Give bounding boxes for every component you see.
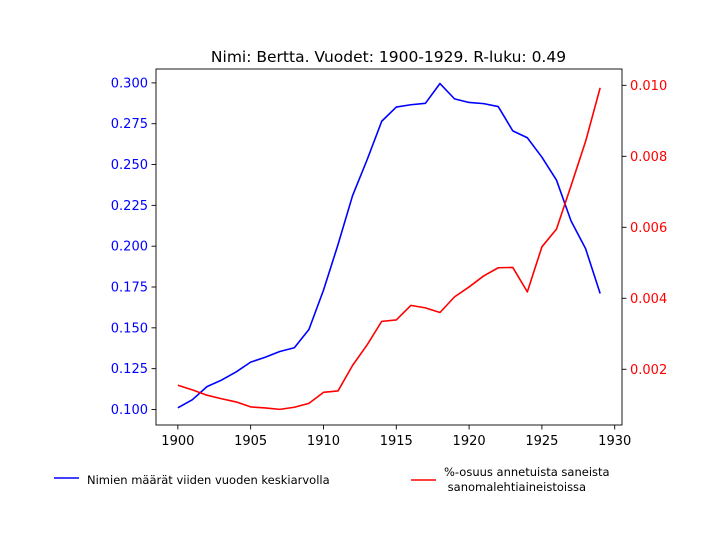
legend-label: Nimien määrät viiden vuoden keskiarvolla <box>87 473 330 487</box>
y-left-tick-label: 0.225 <box>111 199 148 214</box>
x-tick-label: 1930 <box>598 434 631 449</box>
series-line-blue <box>177 82 601 409</box>
plot-frame <box>155 68 623 426</box>
chart-title: Nimi: Bertta. Vuodet: 1900-1929. R-luku:… <box>211 48 566 66</box>
y-left-tick-label: 0.100 <box>111 403 148 418</box>
y-right-tick-label: 0.004 <box>630 292 667 307</box>
y-left-tick-label: 0.250 <box>111 158 148 173</box>
x-tick-label: 1900 <box>161 434 194 449</box>
y-left-tick-label: 0.200 <box>111 240 148 255</box>
y-left-tick-label: 0.275 <box>111 117 148 132</box>
x-tick-label: 1910 <box>307 434 340 449</box>
legend-label-line: sanomalehtiaineistoissa <box>444 480 586 494</box>
y-left-tick-label: 0.300 <box>111 76 148 91</box>
y-left-tick-label: 0.175 <box>111 281 148 296</box>
plot-area <box>177 82 601 411</box>
y-left-tick-label: 0.125 <box>111 362 148 377</box>
y-right-tick-label: 0.010 <box>630 79 667 94</box>
y-right-tick-label: 0.002 <box>630 363 667 378</box>
legend: Nimien määrät viiden vuoden keskiarvolla… <box>54 465 610 494</box>
y-right-tick-label: 0.008 <box>630 150 667 165</box>
legend-label-line: %-osuus annetuista saneista <box>444 465 610 479</box>
legend-label: %-osuus annetuista saneista sanomalehtia… <box>444 465 610 494</box>
x-tick-label: 1920 <box>453 434 486 449</box>
series-line-red <box>177 87 601 411</box>
axes: 1900 1905 1910 1915 1920 1925 1930 0.100 0.125 0.… <box>111 68 667 449</box>
y-right-tick-label: 0.006 <box>630 221 667 236</box>
y-left-tick-label: 0.150 <box>111 321 148 336</box>
legend-label-line: Nimien määrät viiden vuoden keskiarvolla <box>87 473 330 487</box>
x-tick-label: 1925 <box>525 434 558 449</box>
x-tick-label: 1905 <box>234 434 267 449</box>
x-tick-label: 1915 <box>380 434 413 449</box>
